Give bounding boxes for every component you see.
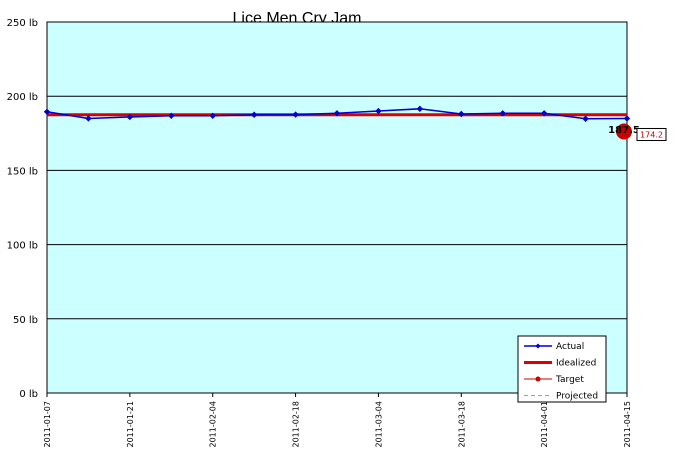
actual-point xyxy=(458,110,465,118)
actual-point xyxy=(623,115,631,122)
y-tick-label: 100 lb xyxy=(7,241,38,252)
x-tick-label: 2011-02-04 xyxy=(209,401,218,448)
target-point xyxy=(616,123,632,140)
legend-box xyxy=(517,335,607,403)
x-tick-label: 2011-03-04 xyxy=(374,401,383,448)
actual-point xyxy=(375,107,382,115)
actual-point xyxy=(292,111,299,118)
legend-label: Idealized xyxy=(556,359,596,369)
legend-label: Target xyxy=(555,375,584,385)
target-value-label: 174.2 xyxy=(640,130,663,139)
actual-point xyxy=(85,115,92,122)
actual-point xyxy=(168,112,175,119)
plot-area xyxy=(46,21,628,394)
x-tick-label: 2011-04-15 xyxy=(623,401,632,448)
actual-point xyxy=(416,105,424,113)
legend-label: Actual xyxy=(556,342,584,352)
x-tick-label: 2011-03-18 xyxy=(457,401,466,448)
grid-lines xyxy=(47,95,627,320)
y-tick-label: 150 lb xyxy=(7,166,38,177)
annotations: 187.5 174.2 xyxy=(608,125,667,141)
actual-point xyxy=(499,110,506,117)
x-tick-label: 2011-04-01 xyxy=(540,401,549,448)
x-tick-label: 2011-02-18 xyxy=(292,401,301,448)
actual-point xyxy=(540,110,548,117)
actual-point xyxy=(333,110,341,117)
actual-point xyxy=(582,115,589,122)
x-axis: 2011-01-07 2011-01-21 2011-02-04 2011-02-18… xyxy=(43,393,632,448)
target-value-box xyxy=(636,127,667,141)
actual-point xyxy=(126,113,134,121)
current-weight-label: 187.5 xyxy=(608,125,640,136)
x-tick-label: 2011-01-07 xyxy=(43,401,52,448)
actual-point xyxy=(43,108,51,115)
legend-marker xyxy=(535,376,541,382)
legend-marker xyxy=(535,343,541,349)
actual-point xyxy=(250,111,258,118)
y-tick-label: 250 lb xyxy=(7,18,38,29)
legend: Actual Idealized Target Projected xyxy=(517,335,607,403)
y-tick-label: 50 lb xyxy=(13,315,38,326)
legend-label: Projected xyxy=(556,392,598,402)
y-tick-label: 0 lb xyxy=(19,389,38,400)
series-layer xyxy=(43,105,632,140)
y-axis: 0 lb 50 lb 100 lb 150 lb 200 lb 250 lb xyxy=(7,18,38,400)
y-tick-label: 200 lb xyxy=(7,92,38,103)
x-tick-label: 2011-01-21 xyxy=(126,401,135,448)
actual-point xyxy=(209,112,216,119)
